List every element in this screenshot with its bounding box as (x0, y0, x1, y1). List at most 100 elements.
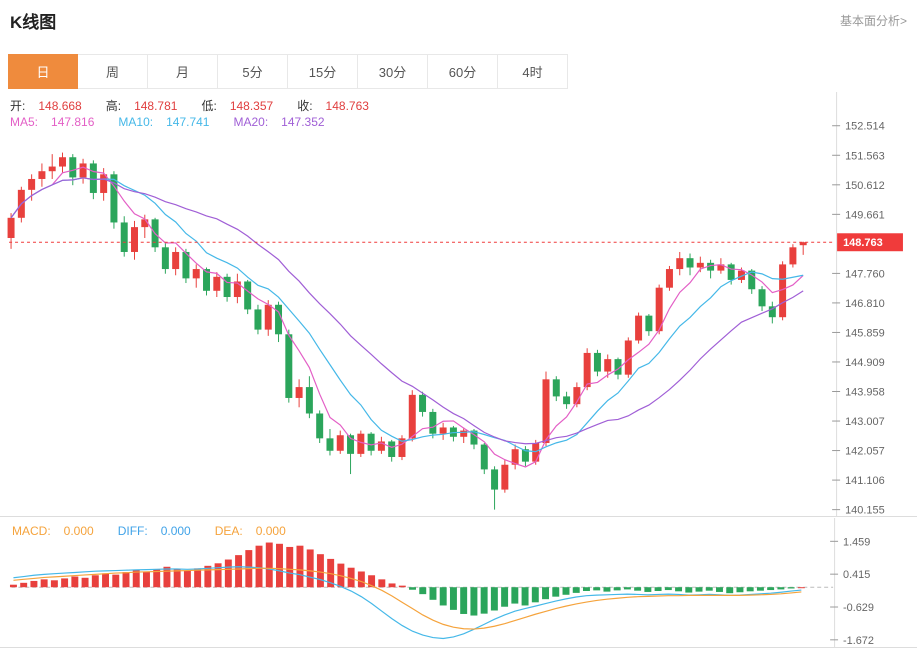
macd-hist-bar (40, 579, 48, 588)
macd-hist-bar (368, 575, 376, 588)
candle (79, 158, 87, 184)
tab-bar: 日周月 5分 15分 30分 60分 4时 (8, 54, 568, 89)
candle (285, 329, 293, 403)
tab-周[interactable]: 周 (78, 54, 148, 89)
macd-hist-bar (91, 575, 99, 588)
axis-tick-label: 145.859 (845, 327, 885, 339)
macd-hist-bar (235, 555, 243, 588)
candle (635, 312, 643, 344)
candle (254, 304, 262, 335)
macd-hist-bar (552, 587, 560, 597)
axis-tick-label: -1.672 (843, 635, 874, 647)
page-title: K线图 (10, 13, 57, 32)
candle (655, 284, 663, 335)
axis-tick-label: 140.155 (845, 505, 885, 517)
candle (38, 163, 46, 187)
candle (799, 241, 807, 255)
axis-tick-label: 149.661 (845, 209, 885, 221)
macd-hist-bar (705, 587, 713, 591)
tab-5分[interactable]: 5分 (218, 54, 288, 89)
candle (388, 439, 396, 462)
candle (377, 436, 385, 454)
candle (398, 435, 406, 461)
candle (59, 152, 66, 173)
candle (182, 248, 190, 284)
macd-hist-bar (357, 571, 365, 588)
macd-hist-bar (613, 587, 621, 591)
candle (28, 174, 36, 201)
candle (367, 432, 375, 456)
macd-hist-bar (756, 587, 764, 591)
tab-4时[interactable]: 4时 (498, 54, 568, 89)
last-price-badge (837, 233, 903, 252)
macd-hist-bar (695, 587, 703, 592)
macd-hist-bar (204, 565, 212, 588)
macd-hist-bar (255, 545, 263, 588)
macd-hist-bar (787, 587, 795, 589)
ma10-line (10, 177, 804, 453)
macd-hist-bar (214, 563, 222, 588)
fundamental-analysis-link[interactable]: 基本面分析> (839, 14, 907, 28)
candle (408, 390, 416, 442)
macd-hist-bar (398, 585, 406, 588)
macd-hist-bar (194, 568, 202, 588)
macd-hist-bar (419, 587, 427, 595)
macd-hist-bar (347, 567, 355, 588)
candle (645, 314, 653, 336)
macd-hist-bar (634, 587, 642, 591)
macd-hist-bar (603, 587, 611, 592)
candle (192, 264, 200, 288)
macd-hist-bar (429, 587, 437, 600)
macd-hist-bar (132, 569, 140, 588)
macd-hist-bar (644, 587, 652, 592)
macd-hist-bar (81, 577, 89, 588)
ma5-line (10, 166, 804, 468)
candle (213, 272, 221, 298)
macd-hist-bar (746, 587, 754, 592)
macd-hist-bar (142, 571, 150, 588)
tab-60分[interactable]: 60分 (428, 54, 498, 89)
axis-tick-label: 144.909 (845, 357, 885, 369)
macd-hist-bar (716, 587, 723, 592)
candle (233, 273, 241, 304)
macd-hist-bar (501, 587, 509, 607)
main-candlestick-chart[interactable]: 152.514 151.563 150.612 149.661 147.760 146.8… (0, 92, 917, 517)
candle (583, 348, 591, 391)
tab-日[interactable]: 日 (8, 54, 78, 89)
macd-hist-bar (480, 587, 488, 614)
candle (563, 391, 571, 409)
macd-hist-bar (61, 578, 69, 588)
diff-line (13, 566, 802, 640)
candle (768, 301, 776, 324)
candle (686, 253, 694, 276)
macd-hist-bar (9, 584, 17, 588)
macd-hist-bar (183, 570, 191, 588)
macd-hist-bar (675, 587, 683, 592)
candle (470, 429, 478, 450)
candle (542, 371, 550, 447)
candle (172, 247, 180, 276)
tab-30分[interactable]: 30分 (358, 54, 428, 89)
candle (347, 433, 355, 475)
macd-hist-bar (102, 573, 110, 588)
candle (357, 430, 365, 457)
candle (748, 269, 756, 294)
tab-月[interactable]: 月 (148, 54, 218, 89)
tab-15分[interactable]: 15分 (288, 54, 358, 89)
ma20-line (10, 177, 804, 445)
macd-hist-bar (582, 587, 590, 591)
macd-hist-bar (664, 587, 672, 591)
macd-hist-bar (490, 587, 498, 611)
candle (326, 429, 334, 456)
candle (624, 337, 632, 378)
candle (511, 444, 519, 470)
axis-tick-label: 146.810 (845, 298, 885, 310)
candle (131, 220, 138, 260)
dea-line (13, 567, 802, 630)
macd-hist-bar (449, 587, 457, 610)
candle (305, 376, 313, 419)
macd-hist-bar (542, 587, 550, 600)
macd-chart[interactable]: 1.459 0.415 -0.629 -1.672 (0, 518, 917, 648)
macd-hist-bar (767, 587, 775, 591)
